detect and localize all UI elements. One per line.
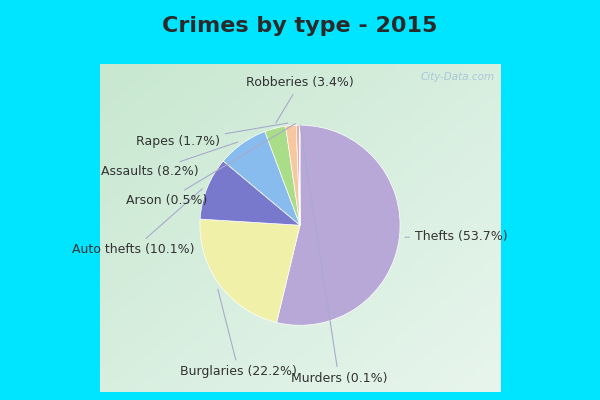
Text: Burglaries (22.2%): Burglaries (22.2%) <box>181 289 297 378</box>
Text: Crimes by type - 2015: Crimes by type - 2015 <box>163 16 437 36</box>
Wedge shape <box>200 161 300 225</box>
Wedge shape <box>286 125 300 225</box>
Text: Arson (0.5%): Arson (0.5%) <box>126 124 295 207</box>
Wedge shape <box>296 125 300 225</box>
Wedge shape <box>277 125 400 325</box>
Wedge shape <box>223 132 300 225</box>
Wedge shape <box>299 125 300 225</box>
Wedge shape <box>200 219 300 322</box>
Wedge shape <box>265 126 300 225</box>
Text: Murders (0.1%): Murders (0.1%) <box>290 125 387 385</box>
Text: Assaults (8.2%): Assaults (8.2%) <box>101 142 238 178</box>
Text: Rapes (1.7%): Rapes (1.7%) <box>136 123 288 148</box>
Text: City-Data.com: City-Data.com <box>421 72 494 82</box>
Text: Thefts (53.7%): Thefts (53.7%) <box>405 230 508 243</box>
Text: Auto thefts (10.1%): Auto thefts (10.1%) <box>72 189 202 256</box>
Text: Robberies (3.4%): Robberies (3.4%) <box>246 76 354 123</box>
